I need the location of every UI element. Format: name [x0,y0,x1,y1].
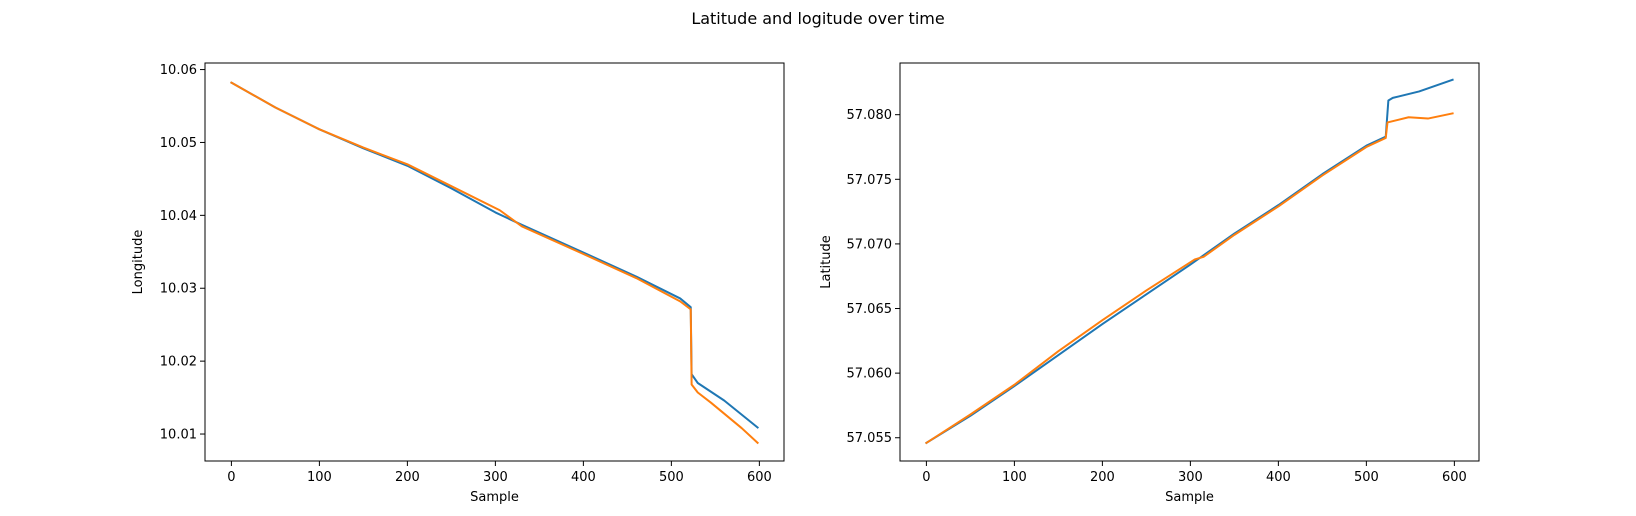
longitude-y-tick-label: 10.01 [160,428,197,443]
longitude-x-tick-label: 400 [571,470,596,485]
longitude-x-tick-label: 100 [307,470,332,485]
latitude-x-tick-label: 400 [1266,470,1291,485]
longitude-chart: 0 100 200 300 400 500 600 10.01 10.02 10.03 10.04 1… [131,62,785,505]
latitude-y-tick-label: 57.055 [847,431,893,446]
longitude-y-axis-label: Longitude [131,230,146,295]
latitude-x-tick-label: 300 [1178,470,1203,485]
latitude-x-tick-label: 500 [1354,470,1379,485]
latitude-series-1-line [925,78,1454,445]
longitude-x-tick-label: 500 [659,470,684,485]
longitude-y-tick-label: 10.03 [160,282,197,297]
longitude-x-tick-label: 600 [747,470,772,485]
latitude-series-2-line [925,112,1454,445]
latitude-y-tick-label: 57.065 [847,302,893,317]
longitude-x-tick-label: 200 [395,470,420,485]
longitude-series-2-line [230,81,760,445]
longitude-x-tick-label: 0 [227,470,235,485]
longitude-y-tick-label: 10.05 [160,136,197,151]
latitude-x-tick-label: 200 [1090,470,1115,485]
latitude-y-tick-label: 57.075 [847,173,893,188]
longitude-x-axis-label: Sample [470,490,519,505]
latitude-plot-frame [899,62,1480,462]
latitude-x-tick-label: 100 [1002,470,1027,485]
latitude-x-tick-label: 600 [1442,470,1467,485]
latitude-y-axis-label: Latitude [819,235,834,289]
longitude-y-tick-label: 10.06 [160,63,197,78]
latitude-y-tick-label: 57.060 [847,367,893,382]
longitude-y-tick-label: 10.02 [160,355,197,370]
longitude-y-tick-label: 10.04 [160,209,197,224]
figure-title: Latitude and logitude over time [691,9,944,28]
latitude-y-tick-label: 57.070 [847,237,893,252]
latitude-x-tick-label: 0 [922,470,930,485]
longitude-series-1-line [230,81,760,429]
latitude-y-tick-label: 57.080 [847,108,893,123]
longitude-x-tick-label: 300 [483,470,508,485]
latitude-chart: 0 100 200 300 400 500 600 57.055 57.060 57.065 57.… [819,62,1480,505]
longitude-plot-frame [204,62,785,462]
latitude-x-axis-label: Sample [1165,490,1214,505]
